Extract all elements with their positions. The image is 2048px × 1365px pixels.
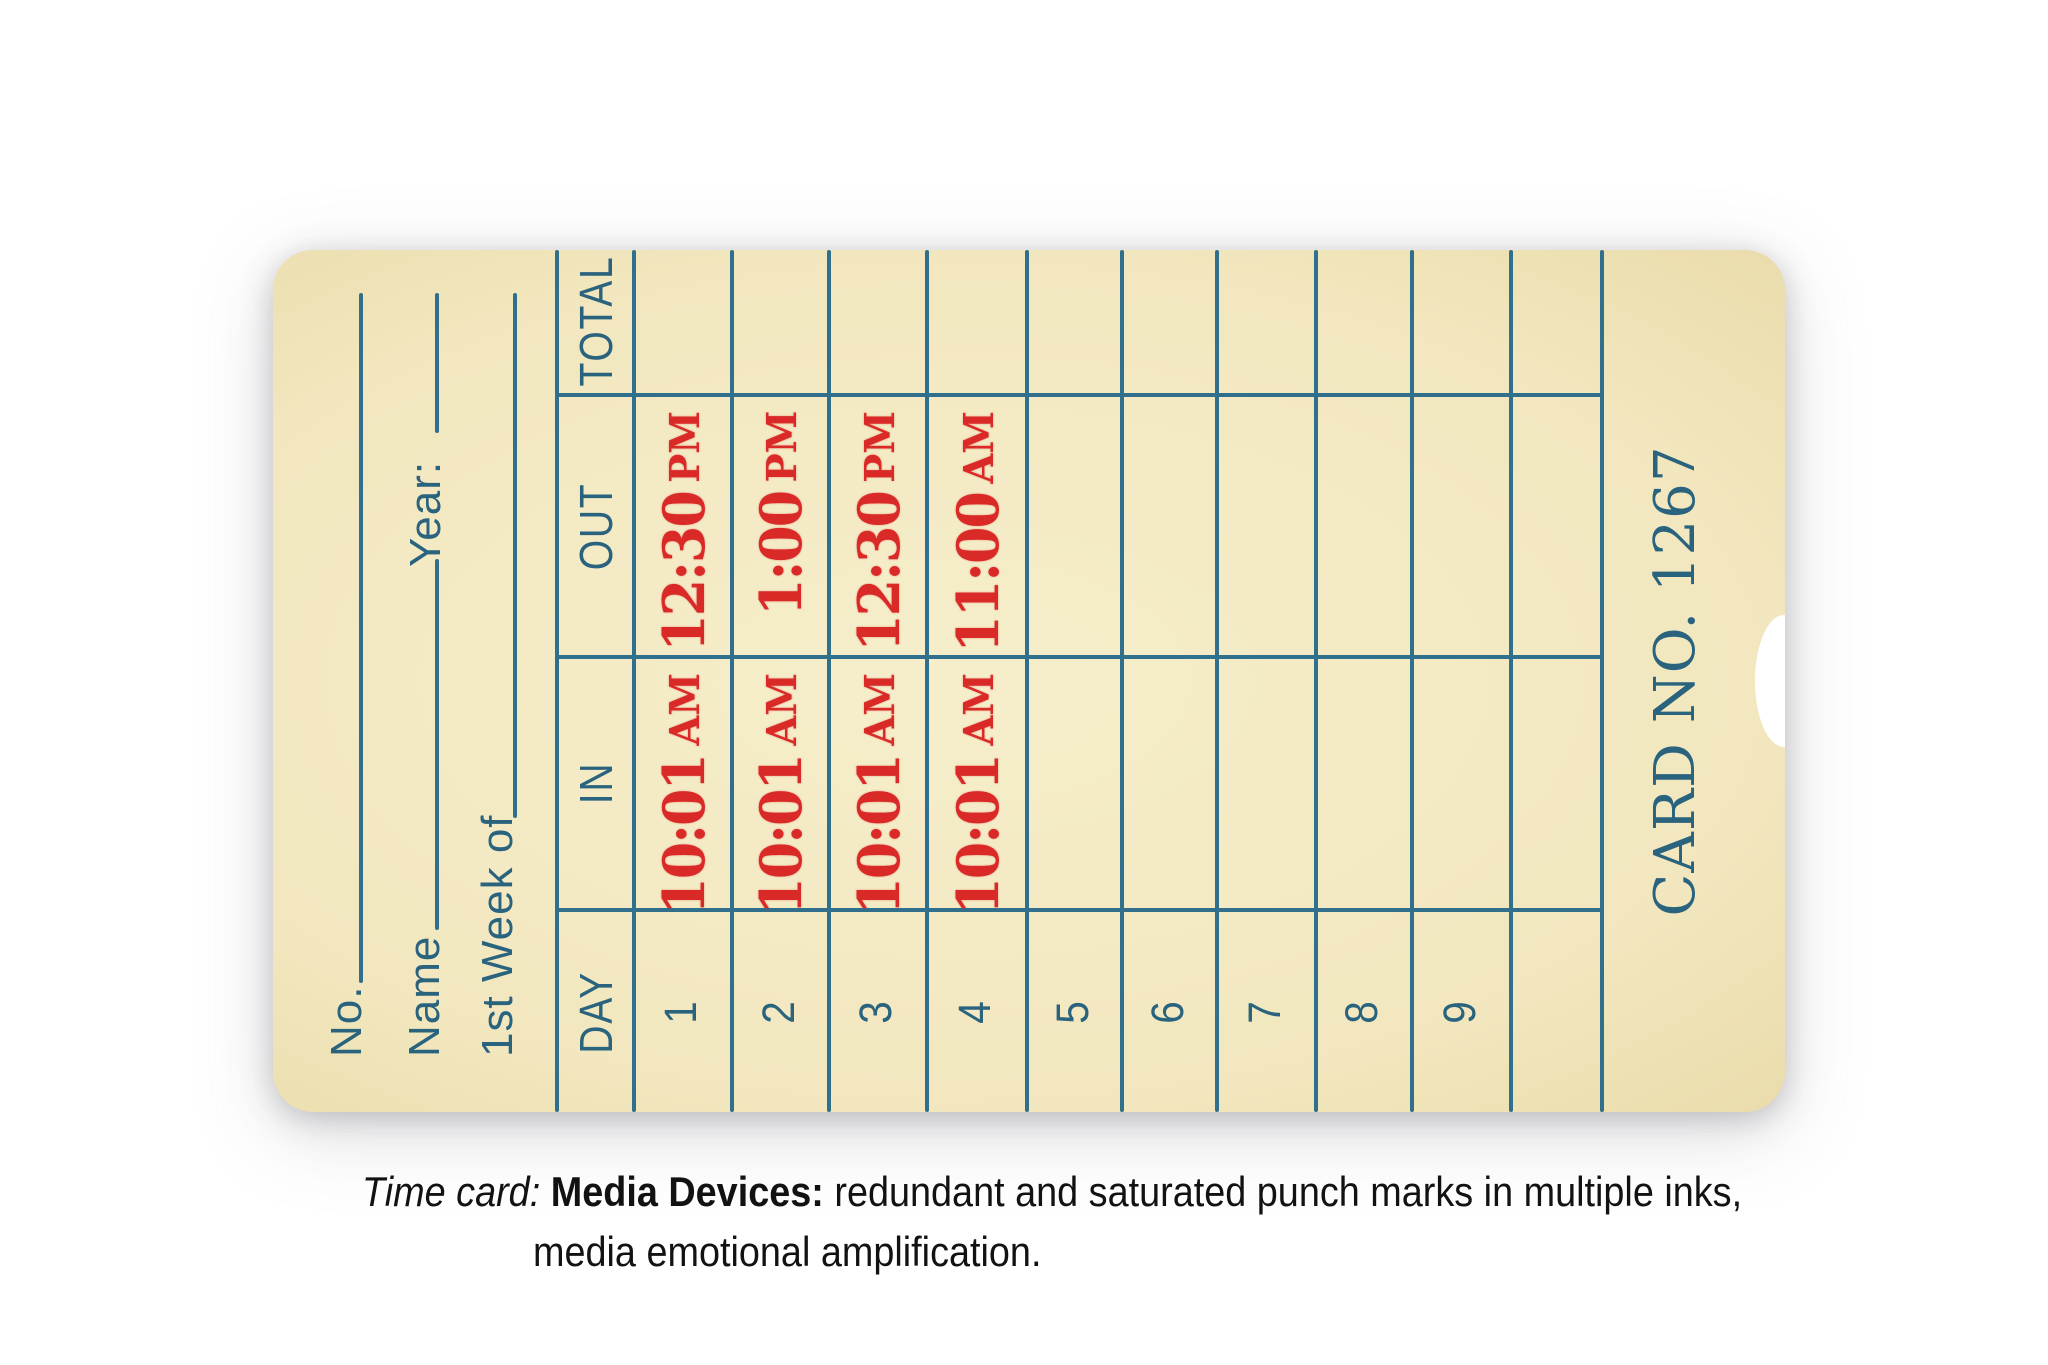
card-notch: [1755, 615, 1785, 747]
caption-lead-bold: Media Devices:: [550, 1168, 824, 1215]
time-card-paper: No. Name Year: 1st Week of: [273, 250, 1785, 1112]
caption: Time card: Media Devices: redundant and …: [362, 1162, 1766, 1282]
day-cell: 9: [1433, 1000, 1485, 1024]
day-cell: 2: [752, 1000, 804, 1024]
punch-stamp-in-day4: 10:01AM: [944, 673, 1012, 915]
day-cell: 3: [850, 1000, 901, 1024]
caption-line2: media emotional amplification.: [533, 1228, 1042, 1275]
day-cell: 5: [1046, 1000, 1098, 1024]
caption-line1: redundant and saturated punch marks in m…: [834, 1168, 1743, 1215]
punch-stamp-in-day3: 10:01AM: [845, 673, 913, 915]
year-label: Year:: [401, 460, 450, 567]
week-label: 1st Week of: [473, 814, 522, 1057]
week-fill-line: [513, 293, 517, 818]
col-header-total: TOTAL: [569, 256, 622, 387]
grid-line: [1509, 250, 1513, 1112]
col-header-out: OUT: [569, 482, 622, 570]
no-fill-line: [359, 293, 363, 983]
day-cell: 8: [1336, 1000, 1387, 1024]
name-label: Name: [400, 935, 449, 1057]
card-number: CARD NO. 1267: [1643, 445, 1708, 917]
grid-line: [1600, 250, 1604, 1112]
punch-stamp-out-day2: 1:00PM: [748, 411, 815, 617]
no-label: No.: [322, 985, 371, 1057]
caption-lead-italic: Time card:: [362, 1168, 541, 1215]
punch-stamp-in-day1: 10:01AM: [650, 673, 718, 915]
punch-stamp-out-day3: 12:30PM: [845, 411, 913, 652]
name-fill-line: [435, 559, 439, 930]
year-fill-line: [435, 293, 439, 433]
day-cell: 7: [1238, 1000, 1290, 1024]
time-card: No. Name Year: 1st Week of: [273, 250, 1785, 1112]
col-header-in: IN: [569, 762, 622, 805]
col-header-day: DAY: [569, 970, 622, 1054]
day-cell: 6: [1141, 1000, 1193, 1024]
day-cell: 1: [655, 1000, 706, 1024]
punch-stamp-out-day4: 11:00AM: [944, 411, 1012, 653]
punch-stamp-in-day2: 10:01AM: [748, 673, 815, 915]
day-cell: 4: [949, 1000, 1000, 1024]
punch-stamp-out-day1: 12:30PM: [650, 411, 718, 652]
